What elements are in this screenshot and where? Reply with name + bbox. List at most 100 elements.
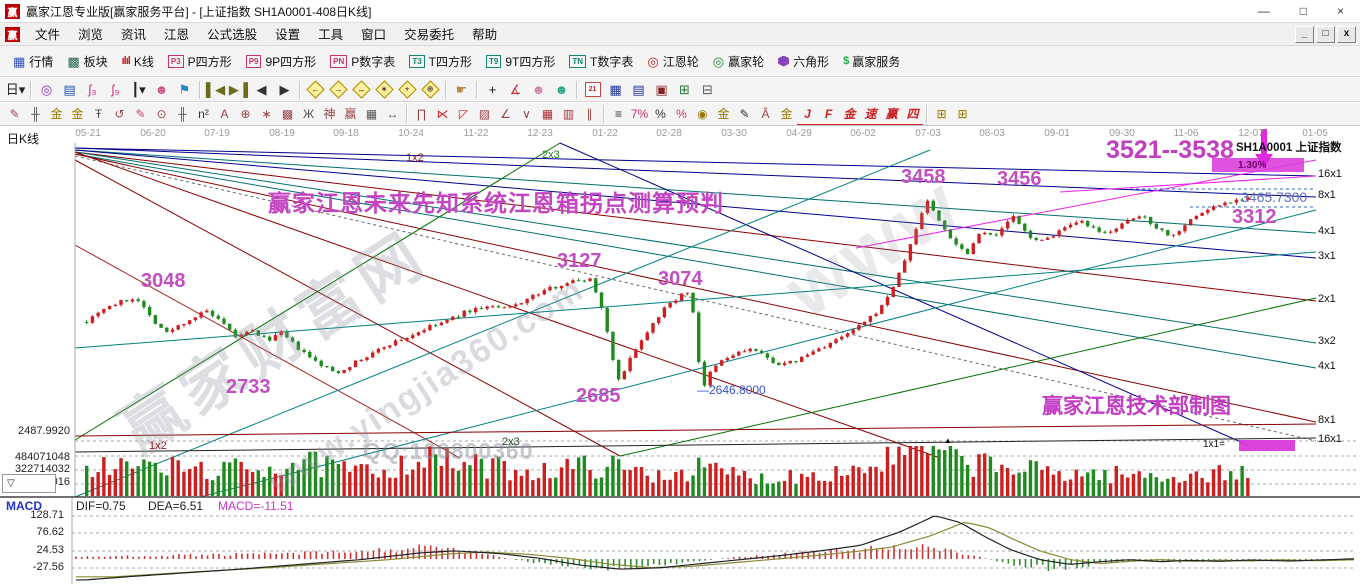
percent-icon[interactable]: %	[655, 107, 666, 121]
f-angle-icon[interactable]: F	[818, 104, 839, 125]
macd-indicator-label[interactable]: MACD	[6, 499, 42, 513]
fan-box-icon[interactable]: ◸	[458, 107, 469, 121]
red-grid-icon[interactable]: ▦	[541, 107, 554, 121]
binoculars-icon[interactable]: ◎	[40, 82, 53, 97]
parallel-lines-icon[interactable]: ∥	[586, 107, 593, 121]
next-bar-icon[interactable]: ▶	[279, 82, 290, 97]
minimize-button[interactable]: —	[1257, 4, 1270, 18]
info-card-icon[interactable]: ▤	[63, 82, 76, 97]
toolbar-gann-wheel[interactable]: ◎ 江恩轮	[640, 53, 705, 70]
menu-item-0[interactable]: 文件	[35, 28, 61, 42]
pen-tool-icon[interactable]: ✎	[9, 107, 20, 121]
menu-item-9[interactable]: 帮助	[472, 28, 498, 42]
menu-item-8[interactable]: 交易委托	[404, 28, 455, 42]
menu-item-7[interactable]: 窗口	[361, 28, 387, 42]
export-icon[interactable]: ⊞	[679, 82, 690, 97]
gold-angle-icon[interactable]: 金	[839, 104, 860, 125]
v-lines-icon[interactable]: ∨	[522, 107, 531, 121]
menu-item-3[interactable]: 江恩	[164, 28, 190, 42]
mdi-close-button[interactable]: x	[1337, 25, 1356, 43]
menu-item-4[interactable]: 公式选股	[207, 28, 258, 42]
gold-underline-icon[interactable]: 金	[780, 107, 793, 121]
menu-item-5[interactable]: 设置	[275, 28, 301, 42]
toolbar-9p-square[interactable]: P9 9P四方形	[239, 53, 323, 70]
ying-grid-icon[interactable]: 赢	[344, 107, 357, 121]
close-button[interactable]: ×	[1336, 4, 1344, 18]
su-angle-icon[interactable]: 速	[860, 104, 881, 125]
chart-3-icon[interactable]: ʃ₃	[88, 82, 97, 97]
panda-icon[interactable]: ☻	[154, 82, 169, 97]
recycle-icon[interactable]: ⊟	[702, 82, 713, 97]
volume-pane-collapse-button[interactable]: ▽	[2, 474, 56, 493]
percent-7-icon[interactable]: 7%	[630, 107, 649, 121]
f-grid-icon[interactable]: Ŧ	[94, 107, 103, 121]
spider-web-icon[interactable]: ▩	[281, 107, 294, 121]
k-web-icon[interactable]: Ж	[302, 107, 315, 121]
chart-9-icon[interactable]: ʃ₉	[111, 82, 120, 97]
percent-lines-icon[interactable]: %	[676, 107, 687, 121]
gold-grid-b-icon[interactable]: ⊞	[957, 107, 968, 121]
mdi-minimize-button[interactable]: _	[1295, 25, 1314, 43]
gold-lines-icon[interactable]: 金	[717, 107, 730, 121]
n-square-icon[interactable]: n²	[198, 107, 209, 121]
gold-square-2-icon[interactable]: 金	[71, 107, 84, 121]
star-wheel-icon[interactable]: ∗	[261, 107, 272, 121]
pen-candle-icon[interactable]: ✎	[739, 107, 750, 121]
fan-lines-icon[interactable]: ⋉	[436, 107, 449, 121]
mdi-restore-button[interactable]: □	[1316, 25, 1335, 43]
calculator-icon[interactable]: ▦	[609, 82, 622, 97]
toolbar-p-number-table[interactable]: PN P数字表	[323, 53, 402, 70]
angle-tool-icon[interactable]: ∡	[509, 82, 522, 97]
gold-circle-icon[interactable]: ◉	[697, 107, 708, 121]
notebook-icon[interactable]: ▤	[632, 82, 645, 97]
shen-grid-icon[interactable]: 神	[323, 107, 336, 121]
toolbar-quotes[interactable]: ▦ 行情	[6, 53, 60, 70]
toolbar-winner-wheel[interactable]: ◎ 赢家轮	[706, 53, 771, 70]
gold-square-icon[interactable]: 金	[50, 107, 63, 121]
toolbar-winner-service[interactable]: $ 赢家服务	[836, 53, 907, 70]
gann-grid-icon[interactable]: ╫	[31, 107, 40, 121]
toolbar-hexagon[interactable]: 六角形	[771, 53, 836, 70]
toolbar-9t-square[interactable]: T9 9T四方形	[479, 53, 562, 70]
box-tool-icon[interactable]: ∏	[416, 107, 427, 121]
time-circle-icon[interactable]: ⊙	[156, 107, 167, 121]
panda-tool-icon[interactable]: ☻	[554, 82, 569, 97]
a-channel-icon[interactable]: Â	[761, 107, 770, 121]
j-angle-icon[interactable]: J	[797, 104, 818, 125]
grid-123-icon[interactable]: ▦	[365, 107, 378, 121]
skip-first-icon[interactable]: ▌◀	[205, 82, 226, 97]
period-selector-icon[interactable]: 日▾	[5, 82, 26, 97]
menu-item-6[interactable]: 工具	[318, 28, 344, 42]
gann-compass-icon[interactable]: ⊕	[240, 107, 251, 121]
prev-bar-icon[interactable]: ◀	[256, 82, 267, 97]
gold-grid-a-icon[interactable]: ⊞	[936, 107, 947, 121]
hand-tool-icon[interactable]: ☛	[455, 82, 468, 97]
width-measure-icon[interactable]: ↔	[386, 107, 399, 121]
toolbar-p-square[interactable]: P3 P四方形	[161, 53, 239, 70]
crosshair-icon[interactable]: +	[488, 82, 497, 97]
ying-angle-icon[interactable]: 赢	[881, 104, 902, 125]
calendar-icon[interactable]: 21	[581, 80, 604, 100]
candle-style-icon[interactable]: ┃▾	[131, 82, 146, 97]
si-angle-icon[interactable]: 四	[902, 104, 923, 125]
shaded-box-icon[interactable]: ▨	[478, 107, 491, 121]
flag-chart-icon[interactable]: ⚑	[178, 82, 191, 97]
toolbar-kline[interactable]: ılıl K线	[115, 53, 161, 70]
stats-table-icon[interactable]: ≡	[614, 107, 622, 121]
skip-last-icon[interactable]: ▶▐	[228, 82, 249, 97]
pen-tool-2-icon[interactable]: ✎	[135, 107, 146, 121]
pig-tool-icon[interactable]: ☻	[531, 82, 546, 97]
restore-button[interactable]: □	[1299, 4, 1307, 18]
save-icon[interactable]: ▣	[655, 82, 668, 97]
a-wave-icon[interactable]: A	[220, 107, 229, 121]
toolbar-t-square[interactable]: T3 T四方形	[402, 53, 479, 70]
price-grid-icon[interactable]: ╫	[178, 107, 187, 121]
toolbar-sectors[interactable]: ▩ 板块	[60, 53, 114, 70]
menu-item-1[interactable]: 浏览	[78, 28, 104, 42]
angle-lines-icon[interactable]: ∠	[500, 107, 511, 121]
menu-item-2[interactable]: 资讯	[121, 28, 147, 42]
toolbar-t-number-table[interactable]: TN T数字表	[562, 53, 640, 70]
red-grid-2-icon[interactable]: ▥	[562, 107, 575, 121]
spiral-tool-icon[interactable]: ↺	[114, 107, 125, 121]
